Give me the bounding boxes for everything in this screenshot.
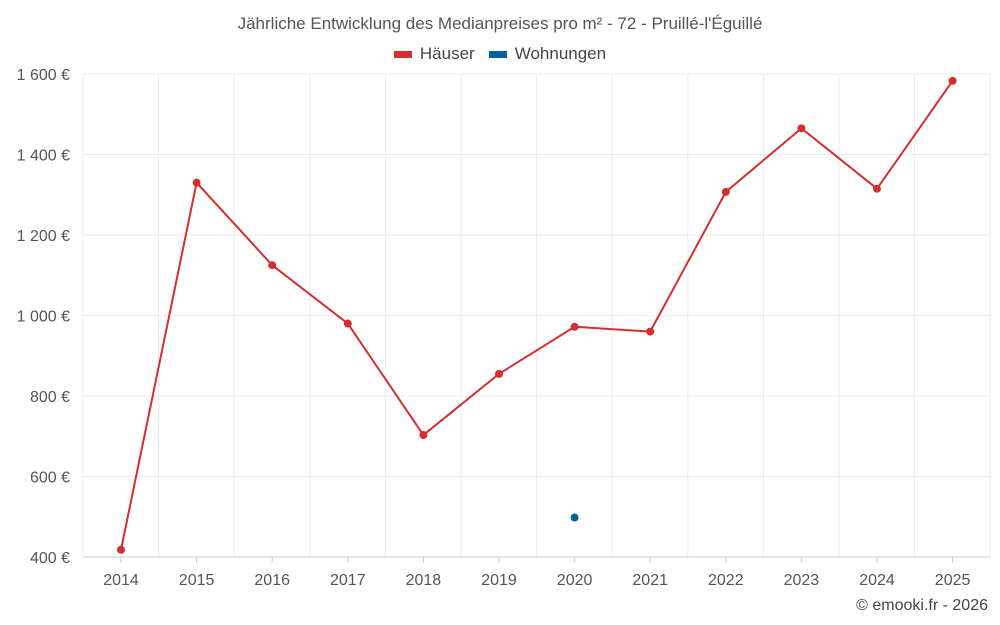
x-tick-label: 2021 xyxy=(632,572,668,589)
legend-item-wohnungen[interactable]: Wohnungen xyxy=(488,44,607,64)
x-tick-label: 2015 xyxy=(179,572,215,589)
data-point-1-2020 xyxy=(570,513,579,522)
x-tick-label: 2016 xyxy=(254,572,290,589)
x-tick-label: 2014 xyxy=(103,572,139,589)
chart-title: Jährliche Entwicklung des Medianpreises … xyxy=(237,14,763,33)
axis-layer: 400 € 600 € 800 € 1 000 € 1 200 € 1 400 € 1 60… xyxy=(17,67,971,589)
legend-swatch-wohnungen xyxy=(488,50,507,58)
credit-text: © emooki.fr - 2026 xyxy=(856,597,988,614)
y-tick-label: 1 600 € xyxy=(17,67,70,84)
data-point-0-2025 xyxy=(948,76,957,85)
legend-label-haeuser: Häuser xyxy=(419,44,475,63)
data-point-0-2021 xyxy=(646,327,655,336)
marker-layer xyxy=(117,76,957,554)
x-tick-label: 2018 xyxy=(406,572,442,589)
x-tick-label: 2023 xyxy=(784,572,820,589)
y-tick-label: 1 200 € xyxy=(17,228,70,245)
data-point-0-2017 xyxy=(343,319,352,328)
x-tick-label: 2024 xyxy=(859,572,895,589)
data-point-0-2022 xyxy=(721,187,730,196)
data-point-0-2014 xyxy=(117,545,125,554)
x-tick-label: 2022 xyxy=(708,572,744,589)
x-tick-label: 2020 xyxy=(557,572,593,589)
series-layer xyxy=(120,80,954,550)
series-line-0 xyxy=(120,80,954,550)
x-tick-label: 2017 xyxy=(330,572,366,589)
x-tick-label: 2019 xyxy=(481,572,517,589)
data-point-0-2018 xyxy=(419,431,428,440)
data-point-0-2020 xyxy=(570,322,579,331)
data-point-0-2023 xyxy=(797,124,806,133)
data-point-0-2019 xyxy=(495,369,503,378)
legend-item-haeuser[interactable]: Häuser xyxy=(393,44,475,64)
y-tick-label: 1 000 € xyxy=(17,309,70,326)
grid-layer xyxy=(82,73,991,558)
legend-swatch-haeuser xyxy=(393,50,412,58)
data-point-0-2024 xyxy=(873,184,881,193)
y-tick-label: 600 € xyxy=(30,470,70,487)
data-point-0-2015 xyxy=(192,178,201,187)
legend-label-wohnungen: Wohnungen xyxy=(514,44,607,63)
data-point-0-2016 xyxy=(268,261,277,270)
y-tick-label: 800 € xyxy=(30,389,70,406)
y-tick-label: 1 400 € xyxy=(17,148,70,165)
y-tick-label: 400 € xyxy=(30,550,70,567)
x-tick-label: 2025 xyxy=(935,572,971,589)
legend: Häuser Wohnungen xyxy=(0,44,1000,64)
